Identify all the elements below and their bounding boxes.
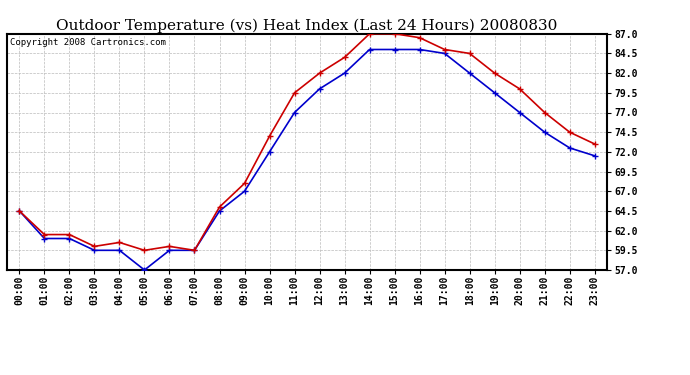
Text: Copyright 2008 Cartronics.com: Copyright 2008 Cartronics.com	[10, 39, 166, 48]
Title: Outdoor Temperature (vs) Heat Index (Last 24 Hours) 20080830: Outdoor Temperature (vs) Heat Index (Las…	[57, 18, 558, 33]
